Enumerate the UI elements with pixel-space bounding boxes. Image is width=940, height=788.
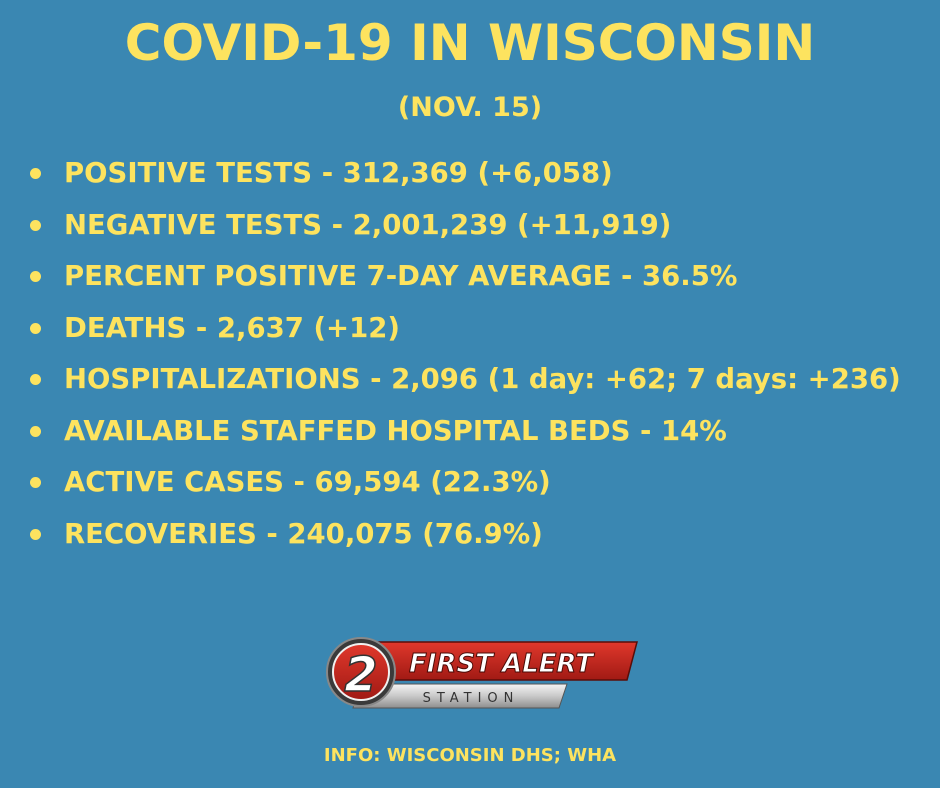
stat-item-hospital-beds: AVAILABLE STAFFED HOSPITAL BEDS - 14% [30,406,920,458]
bullet-icon [30,168,41,179]
stat-item-active-cases: ACTIVE CASES - 69,594 (22.3%) [30,457,920,509]
stat-text: AVAILABLE STAFFED HOSPITAL BEDS - 14% [64,414,727,447]
bullet-icon [30,271,41,282]
first-alert-station-logo: 2 FIRST ALERT STATION [326,637,638,709]
logo-subtext: STATION [423,691,520,706]
bullet-icon [30,374,41,385]
date-subtitle: (NOV. 15) [397,92,543,123]
bullet-icon [30,425,41,437]
logo-text: FIRST ALERT [409,649,595,679]
stat-item-deaths: DEATHS - 2,637 (+12) [30,303,920,355]
stat-item-negative-tests: NEGATIVE TESTS - 2,001,239 (+11,919) [30,200,920,252]
stat-text: ACTIVE CASES - 69,594 (22.3%) [64,466,551,498]
stat-text: RECOVERIES - 240,075 (76.9%) [64,517,543,550]
stat-item-hospitalizations: HOSPITALIZATIONS - 2,096 (1 day: +62; 7 … [30,354,920,406]
stat-text: HOSPITALIZATIONS - 2,096 (1 day: +62; 7 … [64,363,901,395]
stats-list: POSITIVE TESTS - 312,369 (+6,058) NEGATI… [30,148,920,560]
stat-item-positive-tests: POSITIVE TESTS - 312,369 (+6,058) [30,148,920,200]
bullet-icon [30,219,41,231]
stat-text: DEATHS - 2,637 (+12) [64,311,400,344]
stat-text: NEGATIVE TESTS - 2,001,239 (+11,919) [64,208,672,241]
stat-text: PERCENT POSITIVE 7-DAY AVERAGE - 36.5% [64,260,738,292]
bullet-icon [30,322,41,334]
logo-number: 2 [344,647,377,703]
stat-item-percent-positive: PERCENT POSITIVE 7-DAY AVERAGE - 36.5% [30,251,920,303]
stat-text: POSITIVE TESTS - 312,369 (+6,058) [64,157,613,189]
source-credit: INFO: WISCONSIN DHS; WHA [323,745,617,766]
page-title: COVID-19 IN WISCONSIN [124,14,816,72]
stat-item-recoveries: RECOVERIES - 240,075 (76.9%) [30,509,920,561]
bullet-icon [30,477,41,488]
bullet-icon [30,528,41,540]
